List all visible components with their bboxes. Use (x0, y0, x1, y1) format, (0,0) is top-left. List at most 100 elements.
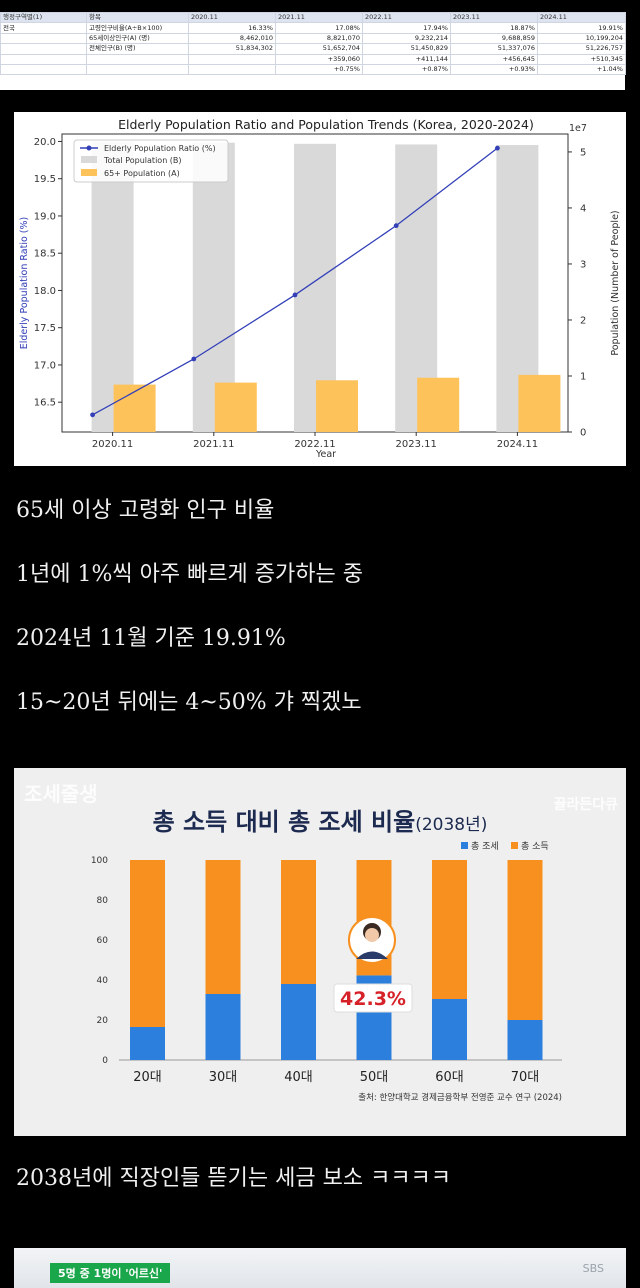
right-tick-label: 4 (580, 203, 586, 214)
tax-bar-segment (130, 1027, 165, 1060)
category-label: 40대 (284, 1070, 313, 1085)
legend-orange-swatch (81, 169, 97, 176)
population-trend-chart: Elderly Population Ratio and Population … (14, 112, 626, 466)
tax-bar-segment (432, 999, 467, 1060)
x-tick-label: 2022.11 (294, 439, 335, 450)
caption-1: 65세 이상 고령화 인구 비율 (16, 498, 275, 523)
income-bar-segment (432, 860, 467, 999)
caption-5: 2038년에 직장인들 뜯기는 세금 보소 ㅋㅋㅋㅋ (16, 1166, 452, 1191)
left-axis-label: Elderly Population Ratio (%) (19, 217, 30, 350)
ratio-point (495, 145, 500, 151)
left-tick-label: 17.5 (34, 323, 56, 334)
table-cell: 51,834,302 (188, 43, 276, 55)
table-header-cell: 2023.11 (450, 11, 538, 24)
table-cell: 18.87% (450, 22, 538, 34)
category-label: 30대 (209, 1070, 238, 1085)
watermark-right: 끌라든다큐 (553, 797, 618, 813)
table-row: +0.75% +0.87% +0.93% +1.04% (0, 63, 626, 76)
table-cell: 10,199,204 (537, 32, 626, 45)
table-header-cell: 2024.11 (537, 11, 626, 24)
table-cell: +0.87% (362, 63, 451, 76)
table-header-row: 행정구역별(1) 항목 2020.11 2021.11 2022.11 2023.11 20… (0, 11, 626, 24)
tax-bar-segment (507, 1020, 543, 1060)
table-cell: +456,645 (450, 53, 538, 65)
table-header-cell: 2020.11 (188, 11, 276, 24)
table-row: 65세이상인구(A) (명) 8,462,010 8,821,070 9,232,21… (0, 32, 626, 45)
chart-title: Elderly Population Ratio and Population … (118, 117, 534, 132)
table-cell (86, 63, 189, 76)
table-cell (0, 53, 87, 65)
left-tick-label: 19.0 (34, 211, 56, 222)
population-trend-svg: Elderly Population Ratio and Population … (19, 117, 621, 460)
caption-3: 2024년 11월 기준 19.91% (16, 626, 286, 651)
right-tick-label: 5 (580, 147, 586, 158)
table-cell: +0.93% (450, 63, 538, 76)
left-tick-label: 18.5 (34, 249, 56, 260)
right-axis-label: Population (Number of People) (610, 210, 621, 355)
ratio-point (393, 223, 399, 229)
population-table: 행정구역별(1) 항목 2020.11 2021.11 2022.11 2023.11 20… (0, 11, 626, 76)
legend-income: 총 소득 (521, 841, 549, 852)
tax-ratio-chart: 조세줄생 끌라든다큐 총 소득 대비 총 조세 비율(2038년) 총 조세 총… (14, 768, 626, 1136)
caption-4: 15~20년 뒤에는 4~50% 갸 찍겠노 (16, 690, 362, 715)
legend-ratio: Elderly Population Ratio (%) (104, 144, 216, 153)
legend-income-swatch (511, 842, 518, 849)
income-bar-segment (281, 860, 316, 984)
total-population-bar (91, 141, 134, 432)
table-cell: 9,688,859 (450, 32, 538, 45)
table-row: 전국 고령인구비율(A÷B×100) 16.33% 17.08% 17.94% 18.87… (0, 22, 626, 34)
income-bar-segment (507, 860, 543, 1020)
table-cell: 51,337,076 (450, 43, 538, 55)
y-tick-label: 80 (97, 896, 109, 906)
table-cell: 8,462,010 (188, 32, 276, 45)
left-tick-label: 18.0 (34, 286, 56, 297)
left-tick-label: 16.5 (34, 398, 56, 409)
table-cell: +411,144 (362, 53, 451, 65)
tax-bar-segment (281, 984, 316, 1060)
chart2-source: 출처: 한양대학교 경제금융학부 전영준 교수 연구 (2024) (358, 1092, 562, 1103)
table-header-cell: 항목 (86, 11, 189, 24)
table-cell: +359,060 (275, 53, 363, 65)
y-tick-label: 60 (97, 936, 109, 946)
right-axis-multiplier: 1e7 (569, 123, 587, 134)
x-tick-label: 2020.11 (92, 439, 133, 450)
left-tick-label: 20.0 (34, 137, 56, 148)
legend-tax: 총 조세 (471, 841, 499, 852)
chart-legend: Elderly Population Ratio (%) Total Popul… (73, 139, 229, 183)
table-cell: 65세이상인구(A) (명) (86, 32, 189, 45)
table-cell: +510,345 (537, 53, 626, 65)
table-header-cell: 2021.11 (275, 11, 363, 24)
income-bar-segment (205, 860, 241, 994)
right-tick-label: 2 (580, 315, 586, 326)
x-tick-label: 2024.11 (497, 439, 538, 450)
caption-2: 1년에 1%씩 아주 빠르게 증가하는 중 (16, 562, 363, 587)
table-cell: 9,232,214 (362, 32, 451, 45)
table-header-cell: 2022.11 (362, 11, 451, 24)
chart2-title-main: 총 소득 대비 총 조세 비율 (152, 808, 416, 836)
table-cell: 17.08% (275, 22, 363, 34)
table-cell: 19.91% (537, 22, 626, 34)
professor-avatar-icon (348, 916, 396, 964)
category-label: 20대 (133, 1070, 162, 1085)
highlight-value: 42.3% (340, 988, 406, 1010)
table-cell (0, 63, 87, 76)
category-label: 50대 (360, 1070, 389, 1085)
legend-total: Total Population (B) (103, 156, 182, 165)
right-tick-label: 0 (580, 428, 586, 439)
table-cell (188, 53, 276, 65)
table-row: 전체인구(B) (명) 51,834,302 51,652,704 51,450,82… (0, 43, 626, 55)
table-header-cell: 행정구역별(1) (0, 11, 87, 24)
bottom-news-image: 5명 중 1명이 '어르신' SBS (14, 1248, 626, 1288)
right-tick-label: 1 (580, 371, 586, 382)
x-axis-label: Year (315, 449, 336, 460)
left-tick-label: 19.5 (34, 174, 56, 185)
right-tick-label: 3 (580, 259, 586, 270)
legend-gray-swatch (81, 156, 97, 163)
table-cell: 8,821,070 (275, 32, 363, 45)
legend-tax-swatch (461, 842, 468, 849)
chart2-title: 총 소득 대비 총 조세 비율(2038년) (14, 802, 626, 837)
table-cell (0, 32, 87, 45)
table-row: +359,060 +411,144 +456,645 +510,345 (0, 53, 626, 65)
chart2-title-sub: (2038년) (415, 815, 488, 835)
legend-elderly: 65+ Population (A) (104, 169, 180, 178)
